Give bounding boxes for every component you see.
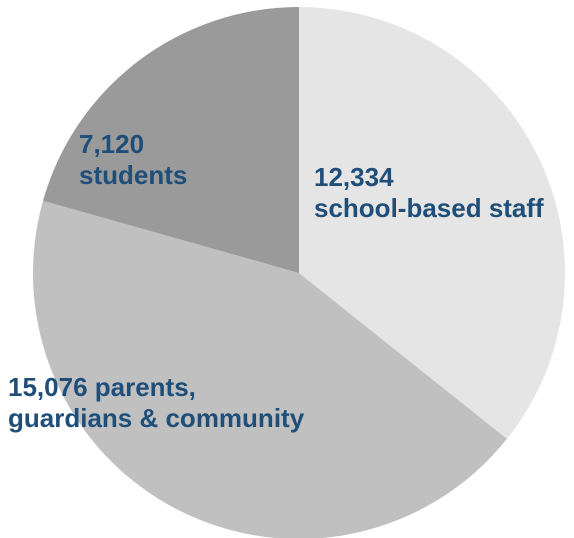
label-students-value: 7,120 — [79, 129, 145, 159]
label-staff-value: 12,334 — [314, 162, 394, 192]
label-parents-guardians-community: 15,076 parents, guardians & community — [8, 372, 304, 434]
label-staff-name: school-based staff — [314, 193, 544, 223]
label-school-based-staff: 12,334 school-based staff — [314, 162, 544, 224]
label-students-name: students — [79, 160, 188, 190]
pie-slice-school-based-staff — [299, 7, 565, 439]
pie-slice-students — [43, 7, 299, 273]
label-students: 7,120 students — [79, 129, 187, 191]
label-parents-name: guardians & community — [8, 403, 305, 433]
pie-slice-parents-guardians-community — [33, 200, 507, 538]
label-parents-value: 15,076 parents, — [8, 372, 196, 402]
